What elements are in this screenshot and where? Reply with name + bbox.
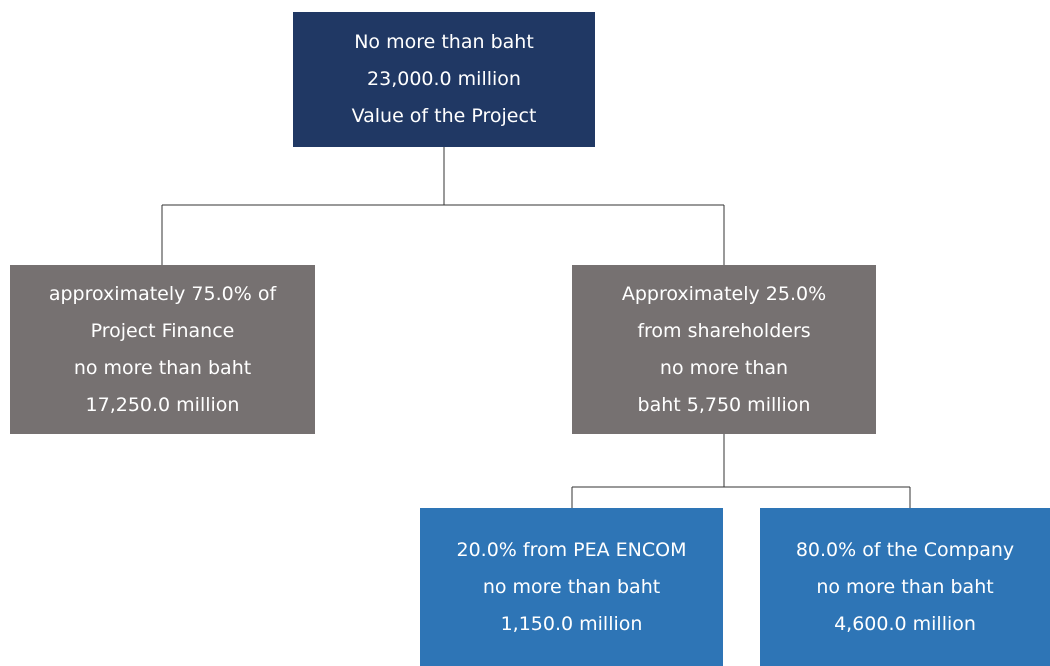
node-line: 23,000.0 million bbox=[367, 68, 521, 90]
node-line: no more than bbox=[659, 356, 789, 379]
node-line: approximately 75.0% of bbox=[48, 282, 277, 305]
node-line: Value of the Project bbox=[351, 105, 537, 127]
node-line: Approximately 25.0% bbox=[621, 282, 827, 305]
node-project-finance: approximately 75.0% of Project Finance n… bbox=[10, 265, 315, 434]
node-line: from shareholders bbox=[637, 319, 811, 342]
node-line: 17,250.0 million bbox=[85, 393, 240, 416]
node-line: no more than baht bbox=[816, 575, 994, 598]
node-line: Project Finance bbox=[90, 319, 235, 342]
node-line: 80.0% of the Company bbox=[795, 538, 1015, 561]
node-shareholders: Approximately 25.0% from shareholders no… bbox=[572, 265, 876, 434]
node-line: 20.0% from PEA ENCOM bbox=[456, 538, 687, 561]
node-line: no more than baht bbox=[482, 575, 661, 598]
node-line: 1,150.0 million bbox=[500, 612, 643, 635]
node-company: 80.0% of the Company no more than baht 4… bbox=[760, 508, 1050, 666]
node-project: No more than baht 23,000.0 million Value… bbox=[293, 12, 595, 147]
node-line: no more than baht bbox=[73, 356, 252, 379]
node-line: No more than baht bbox=[354, 31, 534, 53]
node-pea-encom: 20.0% from PEA ENCOM no more than baht 1… bbox=[420, 508, 723, 666]
node-line: baht 5,750 million bbox=[637, 393, 811, 416]
node-line: 4,600.0 million bbox=[834, 612, 976, 635]
